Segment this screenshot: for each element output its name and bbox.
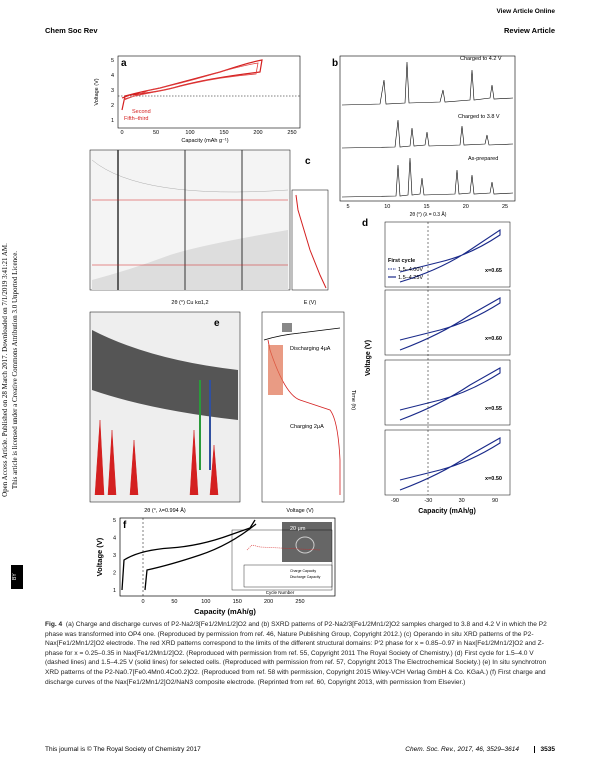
- tick-label: 100: [185, 130, 194, 136]
- footer-left: This journal is © The Royal Society of C…: [45, 746, 201, 753]
- legend-entry: 1.5–4.00V: [398, 267, 423, 273]
- panel-b: b Charged to 4.2 V Charged to 3.8 V As-p…: [332, 55, 516, 218]
- tick-label: 5: [111, 58, 114, 64]
- tick-label: 150: [219, 130, 228, 136]
- tick-label: 5: [346, 204, 349, 210]
- caption: Fig. 4 (a) Charge and discharge curves o…: [45, 620, 555, 687]
- tick-label: 2: [113, 571, 116, 577]
- footer-journal: Chem. Soc. Rev., 2017, 46, 3529–3614: [405, 746, 519, 753]
- tick-label: 4: [111, 73, 114, 79]
- tick-label: 15: [423, 204, 429, 210]
- axis-label: Voltage (V): [365, 340, 372, 376]
- tick-label: 100: [201, 599, 210, 605]
- panel-tag: x=0.60: [485, 336, 502, 342]
- journal-name: Chem Soc Rev: [45, 26, 98, 35]
- axis-label: Capacity (mAh/g): [418, 508, 476, 515]
- annotation: Charged to 3.8 V: [458, 114, 500, 120]
- panel-tag: x=0.55: [485, 406, 502, 412]
- tick-label: 0: [120, 130, 123, 136]
- inset-legend: Discharge Capacity: [290, 575, 321, 579]
- axis-label: Capacity (mAh/g): [194, 607, 256, 616]
- axis-label: 2θ (°) Cu kα1,2: [171, 300, 208, 306]
- panel-letter: f: [123, 520, 127, 531]
- axis-label: Voltage (V): [286, 508, 313, 514]
- panel-a: a Second Fifth–third Capacity (mAh g⁻¹) …: [94, 55, 301, 144]
- tick-label: 3: [113, 553, 116, 559]
- annotation: Fifth–third: [124, 116, 148, 122]
- tick-label: 25: [502, 204, 508, 210]
- tick-label: 4: [113, 536, 116, 542]
- tick-label: 3: [111, 88, 114, 94]
- legend-title: First cycle: [388, 258, 415, 264]
- inset-legend: Charge Capacity: [290, 569, 316, 573]
- tick-label: 250: [295, 599, 304, 605]
- panel-f: f 20 μm Cycle Number Charge Capacity Dis…: [95, 517, 336, 616]
- axis-label: Voltage (V): [94, 78, 100, 105]
- annotation: As-prepared: [468, 156, 498, 162]
- axis-label: 2θ (°) (λ = 0.3 Å): [410, 211, 447, 218]
- figure: a Second Fifth–third Capacity (mAh g⁻¹) …: [89, 55, 516, 616]
- axis-label: Time (h): [350, 390, 356, 410]
- panel-e: e Discharging 4μA Charging 2μA Voltage (…: [89, 311, 356, 514]
- panel-d: d First cycle 1.5–4.00V 1.5–4.25V x=0.65…: [362, 218, 511, 515]
- axis-label: Voltage (V): [95, 537, 104, 576]
- tick-label: -90: [391, 498, 399, 504]
- tick-label: 250: [287, 130, 296, 136]
- panel-letter: c: [305, 156, 311, 167]
- annotation: Charged to 4.2 V: [460, 56, 502, 62]
- tick-label: 90: [492, 498, 498, 504]
- tick-label: 1: [111, 118, 114, 124]
- tick-label: 5: [113, 518, 116, 524]
- annotation: Charging 2μA: [290, 424, 324, 430]
- inset-label: Cycle Number: [266, 590, 295, 595]
- tick-label: 2: [111, 103, 114, 109]
- caption-label: Fig. 4: [45, 621, 63, 628]
- tick-label: 20: [463, 204, 469, 210]
- tick-label: 50: [171, 599, 177, 605]
- page-number: 3535: [533, 746, 555, 753]
- caption-text: (a) Charge and discharge curves of P2-Na…: [45, 621, 547, 686]
- view-online[interactable]: View Article Online: [496, 8, 555, 15]
- tick-label: -30: [424, 498, 432, 504]
- panel-tag: x=0.50: [485, 476, 502, 482]
- axis-label: Capacity (mAh g⁻¹): [181, 138, 228, 144]
- tick-label: 1: [113, 588, 116, 594]
- panel-tag: x=0.65: [485, 268, 502, 274]
- annotation: Discharging 4μA: [290, 346, 331, 352]
- tick-label: 150: [233, 599, 242, 605]
- panel-c: c 2θ (°) Cu kα1,2 E (V): [89, 149, 329, 306]
- tick-label: 0: [141, 599, 144, 605]
- panel-letter: b: [332, 58, 338, 69]
- panel-letter: d: [362, 218, 368, 229]
- tick-label: 50: [153, 130, 159, 136]
- panel-letter: e: [214, 318, 220, 329]
- tick-label: 10: [384, 204, 390, 210]
- panel-letter: a: [121, 58, 127, 69]
- tick-label: 30: [459, 498, 465, 504]
- scale-bar: 20 μm: [290, 526, 306, 532]
- annotation: Second: [132, 109, 151, 115]
- axis-label: E (V): [304, 300, 317, 306]
- tick-label: 200: [253, 130, 262, 136]
- section-name: Review Article: [504, 26, 555, 35]
- axis-label: 2θ (°, λ=0.994 Å): [144, 507, 186, 514]
- tick-label: 200: [264, 599, 273, 605]
- legend-entry: 1.5–4.25V: [398, 275, 423, 281]
